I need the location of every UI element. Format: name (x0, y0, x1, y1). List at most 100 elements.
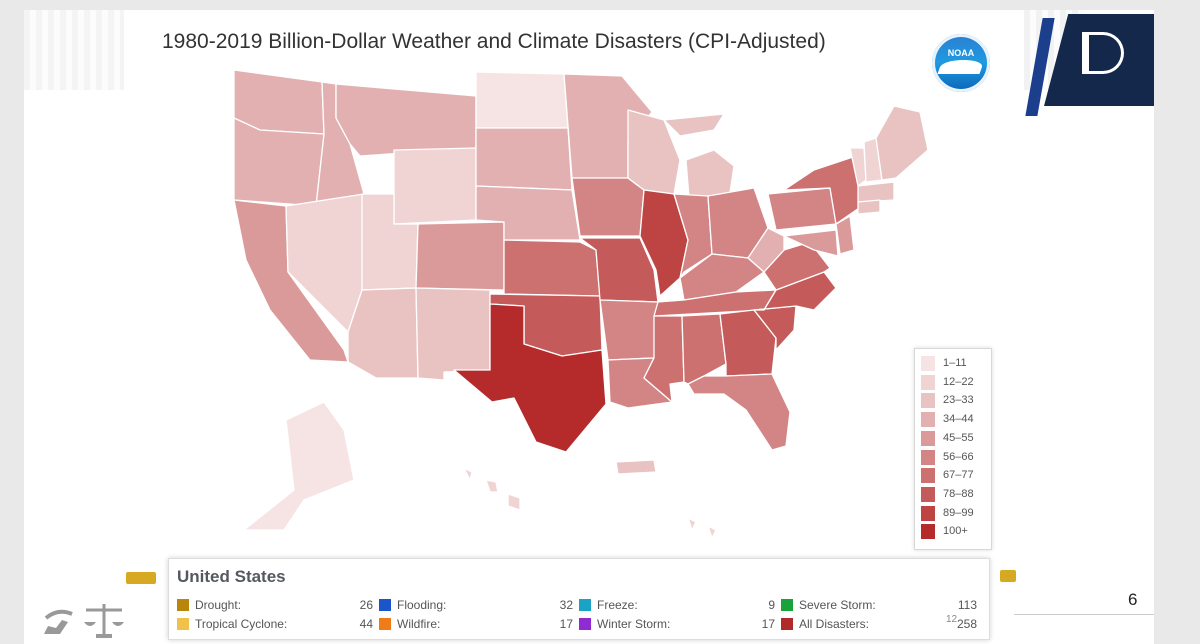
state-me (875, 105, 929, 181)
state-ia (571, 177, 645, 237)
legend-swatch (921, 356, 935, 371)
legend-label: 45–55 (943, 431, 974, 444)
legend-swatch (921, 449, 935, 465)
state-hi (463, 467, 521, 511)
category-swatch (579, 599, 591, 611)
state-wv (747, 227, 785, 273)
us-states-map (233, 69, 929, 539)
category-count: 17 (761, 617, 775, 631)
state-ar (599, 299, 659, 361)
footer-small-number: 12 (946, 614, 958, 625)
disaster-category: Tropical Cyclone: 44 (177, 616, 373, 632)
category-count: 9 (768, 598, 775, 612)
legend-swatch (921, 430, 935, 446)
category-name: All Disasters: (799, 617, 870, 631)
legend-item: 34–44 (921, 411, 987, 428)
category-swatch (781, 618, 793, 630)
category-swatch (177, 599, 189, 611)
category-count: 258 (956, 617, 977, 631)
disaster-category: Drought: 26 (177, 597, 373, 613)
state-pa (767, 187, 837, 231)
state-md (783, 229, 839, 257)
legend-item: 12–22 (921, 374, 987, 391)
category-name: Drought: (195, 598, 242, 612)
legend-label: 100+ (943, 525, 968, 538)
disaster-category: Severe Storm: 113 (781, 597, 977, 613)
state-ma (857, 181, 895, 203)
legend-swatch (921, 468, 935, 484)
state-nj (835, 215, 855, 255)
category-count: 44 (359, 617, 373, 631)
category-swatch (379, 618, 391, 630)
legend-label: 56–66 (943, 450, 974, 463)
legend-label: 23–33 (943, 394, 974, 407)
state-fl (687, 373, 791, 451)
category-name: Tropical Cyclone: (195, 617, 288, 631)
category-swatch (379, 599, 391, 611)
category-swatch (177, 618, 189, 630)
legend-label: 89–99 (943, 506, 974, 519)
legend-item: 1–11 (921, 355, 987, 372)
region-name: United States (177, 567, 286, 586)
category-count: 17 (559, 617, 573, 631)
legend-item: 67–77 (921, 467, 987, 484)
disaster-category: Wildfire: 17 (379, 616, 573, 632)
state-tx (453, 303, 607, 453)
disaster-category: Freeze: 9 (579, 597, 775, 613)
state-ak (243, 401, 355, 531)
state-ct (857, 199, 881, 215)
category-swatch (781, 599, 793, 611)
category-name: Flooding: (397, 598, 447, 612)
legend-swatch (921, 374, 935, 390)
state-gu (687, 517, 717, 539)
state-co (415, 221, 505, 291)
legend-swatch (921, 486, 935, 502)
disaster-category: Winter Storm: 17 (579, 616, 775, 632)
state-al (681, 313, 727, 385)
state-az (347, 287, 419, 379)
legend-item: 100+ (921, 523, 987, 540)
legend-label: 67–77 (943, 469, 974, 482)
state-mt (335, 83, 477, 157)
state-ks (503, 239, 601, 297)
legend-item: 89–99 (921, 505, 987, 522)
legend-label: 12–22 (943, 375, 974, 388)
decorative-hatch (24, 10, 124, 90)
category-count: 26 (359, 598, 373, 612)
category-count: 113 (957, 598, 977, 612)
legend-label: 78–88 (943, 487, 974, 500)
gold-accent-bar (126, 572, 156, 584)
state-sd (475, 127, 573, 191)
category-swatch (579, 618, 591, 630)
legend-label: 34–44 (943, 413, 974, 426)
legend-swatch (921, 393, 935, 409)
category-count: 32 (559, 598, 573, 612)
scales-of-justice-icon (44, 604, 124, 638)
category-name: Severe Storm: (799, 598, 876, 612)
slide: 1980-2019 Billion-Dollar Weather and Cli… (24, 10, 1154, 644)
category-name: Wildfire: (397, 617, 441, 631)
noaa-logo-text: NOAA (947, 48, 975, 58)
disaster-summary-panel: United States Drought: 26 Flooding: 32 Freez… (168, 558, 990, 640)
state-wy (393, 147, 477, 225)
legend-swatch (921, 505, 935, 521)
legend-swatch (921, 524, 935, 540)
legend-item: 23–33 (921, 392, 987, 409)
d-letter-icon (1082, 32, 1124, 74)
legend-item: 56–66 (921, 449, 987, 466)
map-legend: 1–11 12–22 23–33 34–44 45–55 56–66 67–77 78–88 8… (914, 348, 992, 550)
legend-swatch (921, 412, 935, 428)
noaa-logo-icon: NOAA (932, 34, 990, 92)
category-name: Winter Storm: (597, 617, 671, 631)
disaster-category: All Disasters: 258 (781, 616, 977, 632)
disaster-category: Flooding: 32 (379, 597, 573, 613)
state-nm (415, 287, 491, 381)
gold-accent-bar (1000, 570, 1016, 582)
page-number: 6 (1128, 590, 1138, 609)
state-nd (475, 71, 569, 129)
legend-label: 1–11 (943, 357, 967, 369)
category-name: Freeze: (597, 598, 638, 612)
state-pr (615, 459, 657, 475)
legend-item: 78–88 (921, 486, 987, 503)
footer-divider (1014, 614, 1154, 615)
